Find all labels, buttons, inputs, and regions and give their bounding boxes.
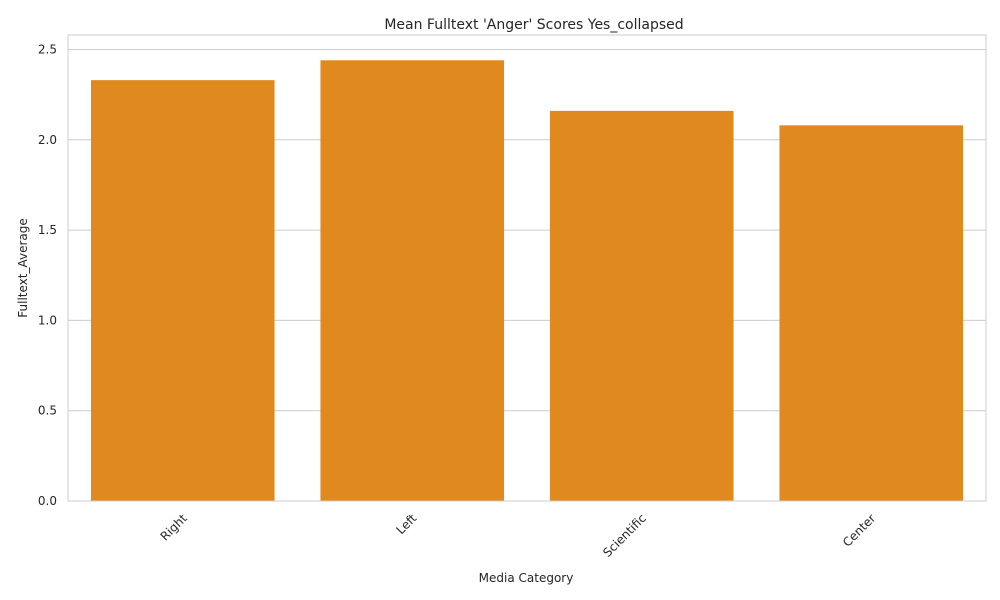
x-tick-label: Right [158, 511, 190, 543]
bar-right [90, 80, 275, 502]
bar-scientific [549, 110, 734, 501]
y-tick-label: 0.5 [38, 404, 57, 418]
y-axis-label: Fulltext_Average [16, 218, 30, 317]
x-tick-label: Left [394, 511, 420, 537]
bar-left [320, 60, 505, 501]
bars [90, 60, 964, 502]
plot-frame [67, 34, 987, 502]
x-tick-labels: Right Left Scientific Center [158, 511, 879, 560]
y-tick-label: 2.5 [38, 42, 57, 56]
x-tick-label: Center [840, 511, 879, 550]
x-tick-label: Scientific [600, 511, 649, 560]
y-tick-label: 2.0 [38, 133, 57, 147]
bar-center [779, 125, 964, 502]
y-tick-labels: 0.0 0.5 1.0 1.5 2.0 2.5 [38, 42, 57, 508]
y-tick-label: 1.5 [38, 223, 57, 237]
chart-title: Mean Fulltext 'Anger' Scores Yes_collaps… [384, 17, 683, 33]
x-axis-label: Media Category [479, 571, 574, 585]
y-tick-label: 0.0 [38, 494, 57, 508]
y-tick-label: 1.0 [38, 313, 57, 327]
